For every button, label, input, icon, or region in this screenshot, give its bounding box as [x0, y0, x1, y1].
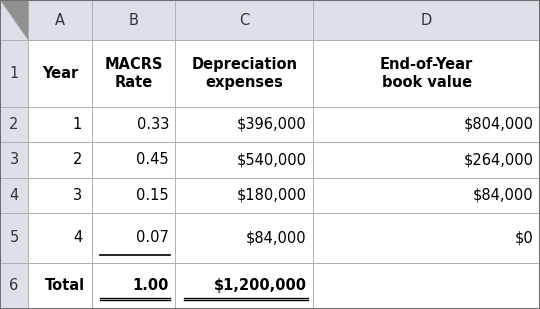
Bar	[28, 0, 92, 40]
Bar	[176, 213, 313, 263]
Bar	[0, 142, 28, 178]
Bar	[28, 107, 92, 142]
Bar	[176, 0, 313, 40]
Bar	[28, 263, 92, 309]
Text: Total: Total	[45, 278, 85, 293]
Bar	[176, 107, 313, 142]
Bar	[0, 213, 28, 263]
Text: MACRS
Rate: MACRS Rate	[104, 57, 163, 90]
Text: $264,000: $264,000	[463, 152, 534, 167]
Bar	[92, 107, 176, 142]
Text: Depreciation
expenses: Depreciation expenses	[191, 57, 298, 90]
Bar	[28, 142, 92, 178]
Text: 1: 1	[9, 66, 19, 81]
Text: 4: 4	[73, 231, 82, 245]
Text: $84,000: $84,000	[246, 231, 307, 245]
Text: 0.45: 0.45	[137, 152, 169, 167]
Text: End-of-Year
book value: End-of-Year book value	[380, 57, 473, 90]
Bar	[0, 263, 28, 309]
Text: 5: 5	[9, 231, 19, 245]
Bar	[176, 178, 313, 213]
Bar	[28, 40, 92, 107]
Bar	[92, 178, 176, 213]
Bar	[313, 40, 540, 107]
Text: $0: $0	[515, 231, 534, 245]
Bar	[28, 178, 92, 213]
Text: C: C	[239, 13, 249, 28]
Text: 0.33: 0.33	[137, 117, 169, 132]
Bar	[176, 142, 313, 178]
Text: 6: 6	[9, 278, 19, 293]
Text: A: A	[55, 13, 65, 28]
Text: $396,000: $396,000	[237, 117, 307, 132]
Bar	[313, 107, 540, 142]
Bar	[313, 178, 540, 213]
Text: B: B	[129, 13, 139, 28]
Bar	[0, 0, 28, 40]
Text: 2: 2	[73, 152, 82, 167]
Bar	[92, 263, 176, 309]
Text: 3: 3	[10, 152, 18, 167]
Bar	[313, 213, 540, 263]
Text: $180,000: $180,000	[237, 188, 307, 203]
Text: $84,000: $84,000	[473, 188, 534, 203]
Bar	[313, 0, 540, 40]
Bar	[92, 40, 176, 107]
Bar	[92, 0, 176, 40]
Bar	[28, 213, 92, 263]
Polygon shape	[0, 0, 28, 40]
Bar	[176, 40, 313, 107]
Text: 1.00: 1.00	[133, 278, 169, 293]
Text: D: D	[421, 13, 432, 28]
Text: 0.07: 0.07	[136, 231, 169, 245]
Bar	[313, 142, 540, 178]
Bar	[313, 263, 540, 309]
Bar	[0, 107, 28, 142]
Bar	[176, 263, 313, 309]
Bar	[0, 178, 28, 213]
Text: 1: 1	[73, 117, 82, 132]
Text: 2: 2	[9, 117, 19, 132]
Text: $804,000: $804,000	[463, 117, 534, 132]
Text: $1,200,000: $1,200,000	[214, 278, 307, 293]
Text: 3: 3	[73, 188, 82, 203]
Text: Year: Year	[42, 66, 78, 81]
Bar	[0, 40, 28, 107]
Bar	[92, 142, 176, 178]
Text: $540,000: $540,000	[237, 152, 307, 167]
Text: 4: 4	[9, 188, 19, 203]
Text: 0.15: 0.15	[137, 188, 169, 203]
Bar	[92, 213, 176, 263]
